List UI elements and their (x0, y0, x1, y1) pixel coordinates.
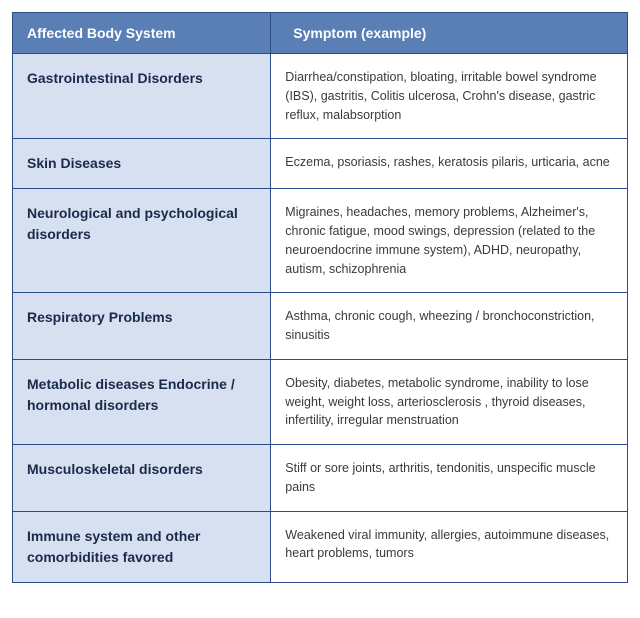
table-row: Gastrointestinal Disorders Diarrhea/cons… (13, 54, 628, 139)
cell-system: Musculoskeletal disorders (13, 445, 271, 512)
cell-system: Skin Diseases (13, 139, 271, 189)
table-row: Respiratory Problems Asthma, chronic cou… (13, 293, 628, 360)
table-row: Neurological and psychological disorders… (13, 189, 628, 293)
header-symptom: Symptom (example) (271, 13, 628, 54)
cell-symptom: Diarrhea/constipation, bloating, irritab… (271, 54, 628, 139)
table-row: Skin Diseases Eczema, psoriasis, rashes,… (13, 139, 628, 189)
cell-symptom: Stiff or sore joints, arthritis, tendoni… (271, 445, 628, 512)
body-systems-table: Affected Body System Symptom (example) G… (12, 12, 628, 583)
cell-system: Metabolic diseases Endocrine / hormonal … (13, 359, 271, 444)
table-body: Gastrointestinal Disorders Diarrhea/cons… (13, 54, 628, 583)
cell-system: Gastrointestinal Disorders (13, 54, 271, 139)
cell-system: Immune system and other comorbidities fa… (13, 511, 271, 582)
header-affected-system: Affected Body System (13, 13, 271, 54)
cell-symptom: Weakened viral immunity, allergies, auto… (271, 511, 628, 582)
cell-symptom: Eczema, psoriasis, rashes, keratosis pil… (271, 139, 628, 189)
table-row: Musculoskeletal disorders Stiff or sore … (13, 445, 628, 512)
table-row: Metabolic diseases Endocrine / hormonal … (13, 359, 628, 444)
table-header-row: Affected Body System Symptom (example) (13, 13, 628, 54)
table-row: Immune system and other comorbidities fa… (13, 511, 628, 582)
cell-symptom: Asthma, chronic cough, wheezing / bronch… (271, 293, 628, 360)
cell-symptom: Obesity, diabetes, metabolic syndrome, i… (271, 359, 628, 444)
cell-symptom: Migraines, headaches, memory problems, A… (271, 189, 628, 293)
cell-system: Respiratory Problems (13, 293, 271, 360)
cell-system: Neurological and psychological disorders (13, 189, 271, 293)
